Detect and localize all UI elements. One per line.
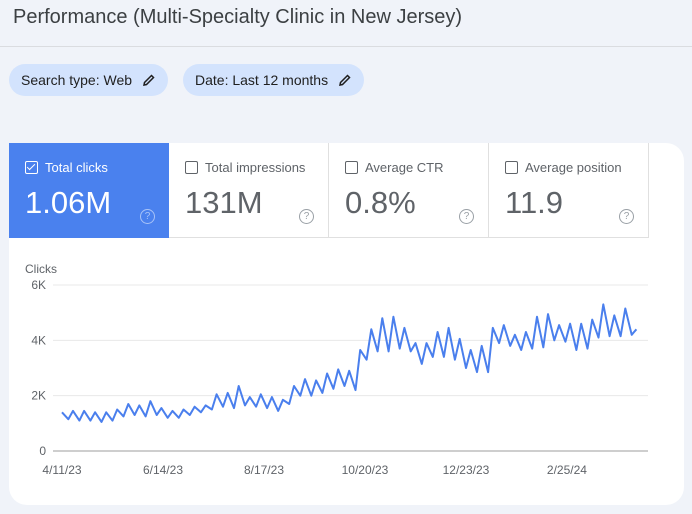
x-tick-label: 10/20/23 xyxy=(342,463,389,477)
y-tick-label: 4K xyxy=(31,333,46,347)
metric-value: 1.06M xyxy=(25,185,112,220)
metric-tile-total-impressions[interactable]: Total impressions 131M ? xyxy=(169,143,329,238)
x-tick-label: 2/25/24 xyxy=(547,463,587,477)
help-icon[interactable]: ? xyxy=(140,209,155,224)
chip-label: Date: Last 12 months xyxy=(195,72,329,88)
page-title: Performance (Multi-Specialty Clinic in N… xyxy=(13,6,463,28)
y-tick-label: 0 xyxy=(39,444,46,458)
metric-label: Total impressions xyxy=(205,160,306,175)
x-tick-label: 8/17/23 xyxy=(244,463,284,477)
checkbox-icon[interactable] xyxy=(345,161,358,174)
metric-tile-average-position[interactable]: Average position 11.9 ? xyxy=(489,143,649,238)
clicks-series-line xyxy=(61,303,638,423)
performance-card: Total clicks 1.06M ? Total impressions 1… xyxy=(9,143,684,505)
checkbox-checked-icon[interactable] xyxy=(25,161,38,174)
metric-tile-average-ctr[interactable]: Average CTR 0.8% ? xyxy=(329,143,489,238)
help-icon[interactable]: ? xyxy=(619,209,634,224)
metric-label: Average position xyxy=(525,160,622,175)
x-tick-label: 12/23/23 xyxy=(443,463,490,477)
metric-tile-total-clicks[interactable]: Total clicks 1.06M ? xyxy=(9,143,169,238)
x-tick-label: 6/14/23 xyxy=(143,463,183,477)
metric-label: Average CTR xyxy=(365,160,444,175)
y-tick-label: 6K xyxy=(31,278,46,292)
chip-label: Search type: Web xyxy=(21,72,133,88)
metric-value: 0.8% xyxy=(345,185,416,220)
checkbox-icon[interactable] xyxy=(185,161,198,174)
pencil-icon xyxy=(143,74,155,86)
y-tick-label: 2K xyxy=(31,389,46,403)
y-axis-title: Clicks xyxy=(25,262,57,276)
x-tick-label: 4/11/23 xyxy=(42,463,81,477)
help-icon[interactable]: ? xyxy=(299,209,314,224)
metric-value: 131M xyxy=(185,185,263,220)
pencil-icon xyxy=(339,74,351,86)
metric-label: Total clicks xyxy=(45,160,108,175)
header-divider xyxy=(0,46,692,47)
date-filter-chip[interactable]: Date: Last 12 months xyxy=(183,64,365,96)
search-type-filter-chip[interactable]: Search type: Web xyxy=(9,64,169,96)
checkbox-icon[interactable] xyxy=(505,161,518,174)
help-icon[interactable]: ? xyxy=(459,209,474,224)
metric-value: 11.9 xyxy=(505,185,564,220)
